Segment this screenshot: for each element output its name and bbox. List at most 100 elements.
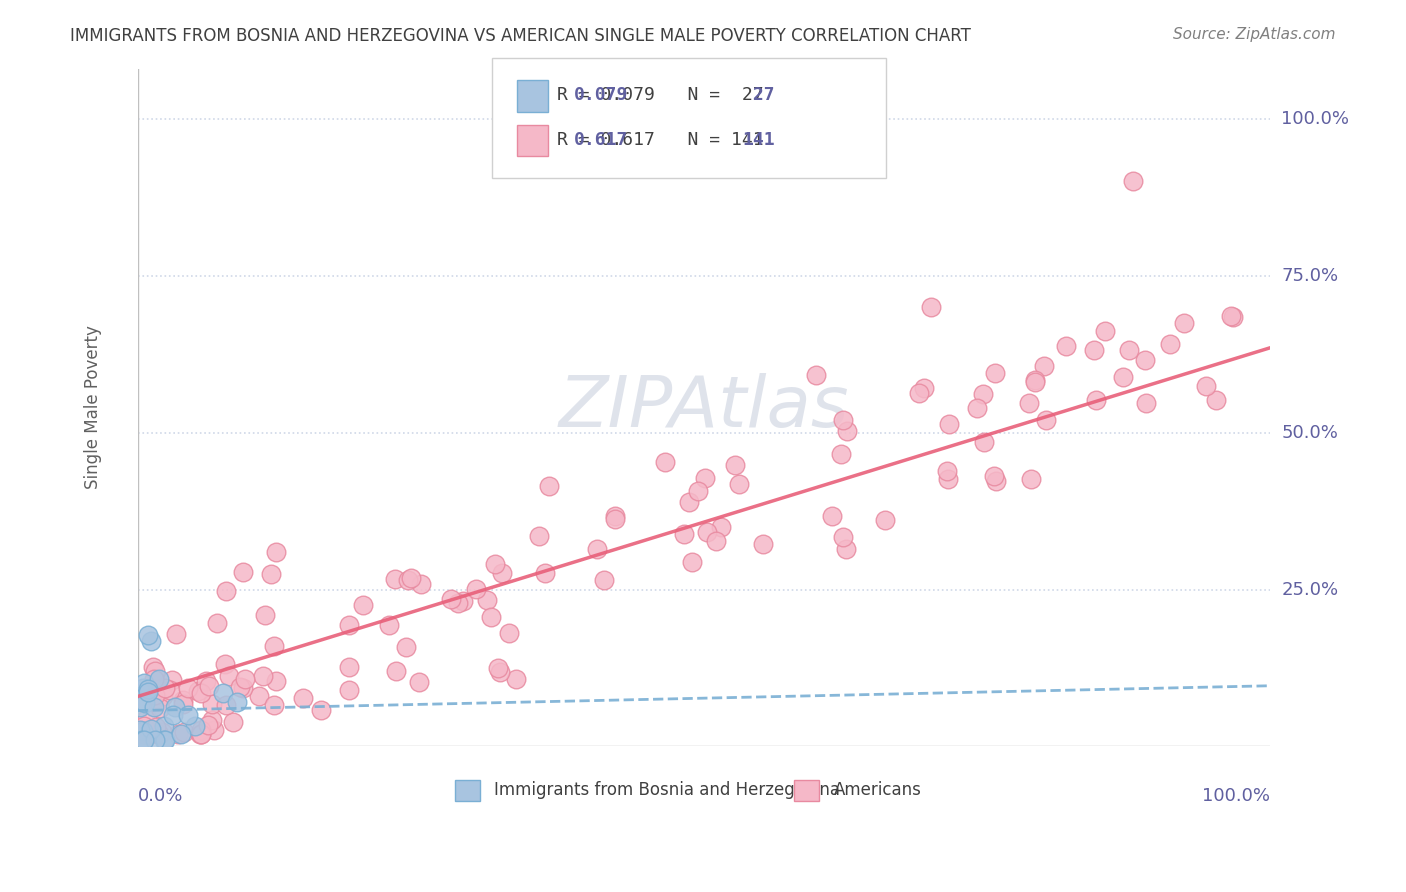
Americans	[534, 566, 557, 580]
Immigrants from Bosnia and Herzegovina	[153, 733, 176, 747]
Americans	[408, 674, 430, 689]
Americans	[132, 719, 155, 733]
Americans	[198, 680, 221, 694]
Americans	[1118, 343, 1140, 358]
Americans	[339, 660, 361, 674]
Immigrants from Bosnia and Herzegovina	[132, 733, 155, 747]
Americans	[1205, 393, 1227, 408]
Americans	[603, 512, 626, 526]
Americans	[215, 584, 238, 599]
Americans	[142, 673, 165, 687]
Americans	[1135, 352, 1157, 367]
Americans	[197, 718, 219, 732]
Americans	[399, 571, 422, 585]
Americans	[984, 367, 1007, 381]
Immigrants from Bosnia and Herzegovina	[136, 681, 159, 696]
Americans	[247, 689, 270, 703]
Americans	[385, 664, 408, 678]
Immigrants from Bosnia and Herzegovina	[134, 696, 156, 710]
Americans	[1085, 392, 1108, 407]
Americans	[214, 657, 236, 672]
Americans	[190, 727, 212, 741]
Text: Source: ZipAtlas.com: Source: ZipAtlas.com	[1173, 27, 1336, 42]
Text: ZIPAtlas: ZIPAtlas	[558, 373, 849, 442]
Americans	[830, 447, 852, 461]
Americans	[831, 530, 853, 544]
Americans	[585, 542, 607, 557]
Immigrants from Bosnia and Herzegovina	[184, 718, 207, 732]
Americans	[150, 724, 173, 739]
Americans	[709, 520, 731, 534]
Immigrants from Bosnia and Herzegovina	[129, 699, 152, 714]
Americans	[205, 616, 228, 631]
Text: 27: 27	[742, 87, 775, 104]
Americans	[145, 690, 167, 705]
Americans	[218, 669, 240, 683]
Americans	[1024, 373, 1046, 387]
Americans	[132, 727, 155, 741]
Text: R = 0.617   N = 141: R = 0.617 N = 141	[557, 131, 763, 149]
Text: 141: 141	[742, 131, 775, 149]
Americans	[143, 665, 166, 679]
Americans	[1019, 472, 1042, 486]
Americans	[484, 558, 506, 572]
Americans	[727, 476, 749, 491]
Americans	[912, 381, 935, 395]
Americans	[177, 681, 200, 695]
Americans	[1083, 343, 1105, 357]
Americans	[505, 673, 527, 687]
Americans	[498, 625, 520, 640]
Americans	[908, 386, 931, 401]
Americans	[475, 592, 498, 607]
Americans	[252, 669, 274, 683]
Text: 25.0%: 25.0%	[1281, 581, 1339, 599]
Americans	[837, 424, 859, 438]
Americans	[491, 566, 513, 581]
Immigrants from Bosnia and Herzegovina	[177, 707, 200, 722]
Immigrants from Bosnia and Herzegovina	[165, 699, 187, 714]
Text: IMMIGRANTS FROM BOSNIA AND HERZEGOVINA VS AMERICAN SINGLE MALE POVERTY CORRELATI: IMMIGRANTS FROM BOSNIA AND HERZEGOVINA V…	[70, 27, 972, 45]
Text: 75.0%: 75.0%	[1281, 267, 1339, 285]
Americans	[232, 566, 254, 580]
Americans	[605, 508, 627, 523]
Americans	[1112, 370, 1135, 384]
Immigrants from Bosnia and Herzegovina	[226, 695, 249, 709]
Immigrants from Bosnia and Herzegovina	[162, 708, 184, 723]
Americans	[253, 607, 276, 622]
Americans	[972, 387, 994, 401]
Americans	[724, 458, 747, 472]
Americans	[396, 573, 419, 587]
Americans	[936, 464, 959, 478]
Americans	[835, 541, 858, 556]
Text: 0.079: 0.079	[574, 87, 628, 104]
Americans	[166, 627, 188, 641]
Americans	[142, 660, 165, 674]
Americans	[447, 596, 470, 610]
Immigrants from Bosnia and Herzegovina	[153, 733, 176, 747]
Americans	[538, 478, 561, 492]
Americans	[1173, 316, 1195, 330]
Americans	[229, 680, 252, 694]
Americans	[1018, 396, 1040, 410]
Americans	[339, 682, 361, 697]
Americans	[264, 674, 287, 689]
Americans	[173, 725, 195, 739]
Americans	[966, 401, 988, 416]
Text: Single Male Poverty: Single Male Poverty	[83, 326, 101, 490]
Americans	[752, 537, 775, 551]
Americans	[172, 693, 194, 707]
FancyBboxPatch shape	[794, 780, 820, 801]
Immigrants from Bosnia and Herzegovina	[142, 699, 165, 714]
Americans	[672, 527, 695, 541]
Americans	[159, 683, 181, 698]
Americans	[190, 727, 212, 741]
Americans	[264, 544, 287, 558]
Americans	[311, 703, 333, 717]
Americans	[831, 412, 853, 426]
Americans	[263, 639, 285, 653]
Americans	[704, 533, 727, 548]
Americans	[352, 598, 374, 612]
Immigrants from Bosnia and Herzegovina	[129, 723, 152, 737]
Americans	[1035, 413, 1057, 427]
Immigrants from Bosnia and Herzegovina	[131, 681, 153, 695]
